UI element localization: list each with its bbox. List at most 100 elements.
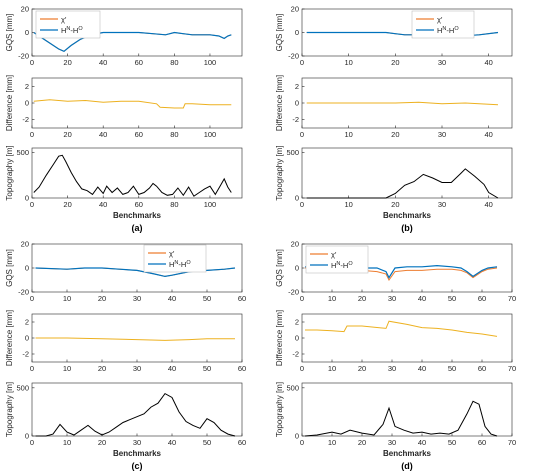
series-line-1 bbox=[305, 320, 498, 337]
y-axis-label: Topography [m] bbox=[5, 145, 14, 200]
legend-entry: HN-HO bbox=[437, 26, 459, 35]
y-tick-label: 0 bbox=[25, 432, 29, 441]
subplot-3: 0 500 0 20 40 60 80 100 Topography [m] bbox=[5, 145, 243, 209]
x-tick-label: 20 bbox=[98, 364, 106, 373]
x-tick-label: 60 bbox=[478, 438, 486, 447]
y-tick-label: 500 bbox=[16, 383, 29, 392]
legend-box bbox=[35, 10, 101, 39]
x-tick-label: 30 bbox=[388, 438, 396, 447]
y-tick-label: 0 bbox=[25, 28, 29, 37]
x-tick-label: 50 bbox=[448, 438, 456, 447]
axes-frame bbox=[31, 243, 243, 293]
axes-frame bbox=[301, 147, 513, 199]
legend-entry: χ′ bbox=[331, 250, 337, 259]
x-tick-label: 30 bbox=[388, 364, 396, 373]
y-tick-label: -2 bbox=[292, 350, 299, 359]
axes-frame bbox=[31, 77, 243, 129]
y-tick-label: 0 bbox=[295, 28, 299, 37]
axes-frame bbox=[301, 382, 513, 437]
x-axis-label: Benchmarks bbox=[113, 211, 162, 220]
x-tick-label: 20 bbox=[63, 200, 71, 209]
x-tick-label: 50 bbox=[203, 364, 211, 373]
axes-frame bbox=[301, 313, 513, 363]
y-axis-label: Difference [mm] bbox=[275, 75, 284, 131]
x-tick-label: 10 bbox=[328, 364, 336, 373]
subplot-3: 0 500 0 10 20 30 40 50 60 Topography [m] bbox=[5, 382, 246, 447]
x-tick-label: 40 bbox=[99, 58, 107, 67]
legend: χ′ HN-HO bbox=[35, 10, 101, 39]
x-tick-label: 10 bbox=[63, 364, 71, 373]
panel-label: (a) bbox=[132, 223, 143, 233]
series-line-2 bbox=[35, 267, 236, 278]
x-tick-label: 0 bbox=[30, 364, 34, 373]
y-tick-label: 20 bbox=[21, 240, 29, 249]
y-tick-label: 500 bbox=[16, 148, 29, 157]
x-tick-label: 30 bbox=[438, 58, 446, 67]
y-tick-label: 500 bbox=[286, 148, 299, 157]
x-tick-label: 20 bbox=[358, 294, 366, 303]
x-tick-label: 40 bbox=[168, 294, 176, 303]
x-tick-label: 60 bbox=[238, 438, 246, 447]
x-tick-label: 40 bbox=[99, 130, 107, 139]
legend-entry: HN-HO bbox=[169, 260, 191, 269]
y-tick-label: 2 bbox=[295, 318, 299, 327]
x-tick-label: 30 bbox=[438, 200, 446, 209]
x-tick-label: 50 bbox=[448, 364, 456, 373]
y-tick-label: -20 bbox=[18, 288, 29, 297]
x-tick-label: 70 bbox=[508, 364, 516, 373]
x-tick-label: 40 bbox=[484, 130, 492, 139]
subplot-3: 0 500 0 10 20 30 40 50 60 70 Topography [m] bbox=[275, 382, 516, 447]
legend-box bbox=[143, 244, 207, 273]
y-axis-label: GQS [mm] bbox=[5, 249, 14, 287]
y-tick-label: 20 bbox=[291, 240, 299, 249]
x-tick-label: 70 bbox=[508, 438, 516, 447]
x-tick-label: 60 bbox=[135, 130, 143, 139]
y-tick-label: 0 bbox=[295, 99, 299, 108]
y-tick-label: 0 bbox=[25, 99, 29, 108]
x-tick-label: 60 bbox=[238, 364, 246, 373]
x-tick-label: 60 bbox=[135, 200, 143, 209]
y-tick-label: 0 bbox=[295, 194, 299, 203]
x-axis-label: Benchmarks bbox=[383, 211, 432, 220]
y-tick-label: 20 bbox=[291, 5, 299, 14]
x-tick-label: 0 bbox=[300, 438, 304, 447]
y-tick-label: 2 bbox=[25, 82, 29, 91]
y-tick-label: 0 bbox=[25, 264, 29, 273]
x-tick-label: 20 bbox=[391, 200, 399, 209]
x-tick-label: 70 bbox=[508, 294, 516, 303]
legend: χ′ HN-HO bbox=[411, 10, 475, 39]
x-tick-label: 20 bbox=[98, 294, 106, 303]
series-line-1 bbox=[304, 400, 498, 437]
x-tick-label: 60 bbox=[478, 364, 486, 373]
x-tick-label: 20 bbox=[98, 438, 106, 447]
legend: χ′ HN-HO bbox=[305, 245, 369, 274]
x-tick-label: 20 bbox=[358, 364, 366, 373]
x-tick-label: 0 bbox=[300, 200, 304, 209]
legend-entry: HN-HO bbox=[61, 26, 83, 35]
x-axis-label: Benchmarks bbox=[113, 449, 162, 458]
y-tick-label: -20 bbox=[18, 52, 29, 61]
y-tick-label: -2 bbox=[292, 115, 299, 124]
x-tick-label: 10 bbox=[344, 130, 352, 139]
x-tick-label: 50 bbox=[448, 294, 456, 303]
legend-box bbox=[305, 245, 369, 274]
series-line-1 bbox=[33, 99, 232, 109]
x-tick-label: 10 bbox=[344, 58, 352, 67]
y-tick-label: 0 bbox=[295, 334, 299, 343]
x-tick-label: 0 bbox=[300, 364, 304, 373]
legend-entry: HN-HO bbox=[331, 261, 353, 270]
panel-label: (d) bbox=[401, 461, 413, 471]
axes-frame bbox=[31, 382, 243, 437]
y-tick-label: -2 bbox=[22, 350, 29, 359]
x-tick-label: 100 bbox=[204, 130, 217, 139]
x-tick-label: 30 bbox=[133, 294, 141, 303]
legend-box bbox=[411, 10, 475, 39]
x-tick-label: 50 bbox=[203, 294, 211, 303]
x-tick-label: 60 bbox=[238, 294, 246, 303]
y-axis-label: Topography [m] bbox=[275, 382, 284, 437]
